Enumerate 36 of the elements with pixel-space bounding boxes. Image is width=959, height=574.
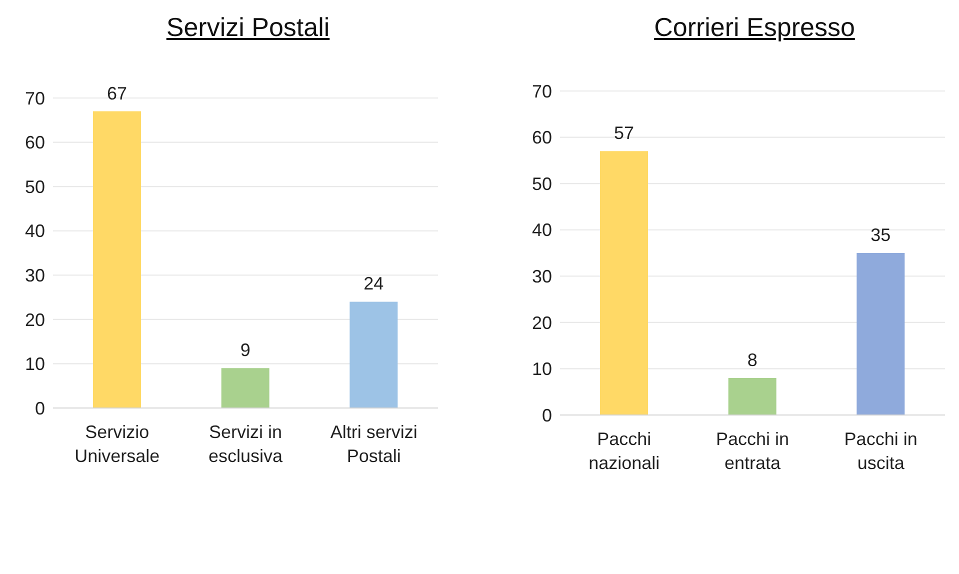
data-label: 9 <box>240 340 250 360</box>
chart-title: Servizi Postali <box>165 12 331 43</box>
y-tick-label: 20 <box>531 312 552 333</box>
y-tick-label: 70 <box>24 88 45 108</box>
x-tick-label: Altri servizi Postali <box>330 422 418 466</box>
y-tick-label: 10 <box>24 354 45 374</box>
y-tick-label: 40 <box>531 220 552 240</box>
data-label: 24 <box>364 274 384 294</box>
x-tick-label: Pacchi in entrata <box>715 429 789 473</box>
x-tick-label: Servizi in esclusiva <box>208 422 284 466</box>
y-tick-label: 50 <box>24 176 45 197</box>
x-tick-label: Pacchi nazionali <box>588 429 660 473</box>
bar <box>350 302 398 408</box>
data-label: 57 <box>613 123 634 144</box>
x-tick-label: Servizio Universale <box>74 422 160 466</box>
data-label: 67 <box>106 83 128 104</box>
x-tick-label: Pacchi in uscita <box>844 429 917 473</box>
data-label: 8 <box>746 350 757 370</box>
bar <box>221 368 270 408</box>
data-label: 35 <box>870 225 890 245</box>
bar <box>856 253 904 415</box>
bar <box>728 378 776 415</box>
chart-title: Corrieri Espresso <box>653 12 856 43</box>
y-tick-label: 30 <box>531 266 552 287</box>
y-tick-label: 0 <box>541 405 552 426</box>
y-tick-label: 50 <box>531 174 552 194</box>
y-tick-label: 10 <box>531 359 552 380</box>
y-tick-label: 30 <box>24 266 45 286</box>
y-tick-label: 20 <box>24 310 45 330</box>
y-tick-label: 40 <box>24 221 45 242</box>
y-tick-label: 60 <box>24 132 45 153</box>
bar <box>93 111 141 408</box>
y-tick-label: 0 <box>34 398 45 418</box>
y-tick-label: 60 <box>531 128 552 148</box>
bar <box>600 151 648 415</box>
y-tick-label: 70 <box>531 81 552 102</box>
